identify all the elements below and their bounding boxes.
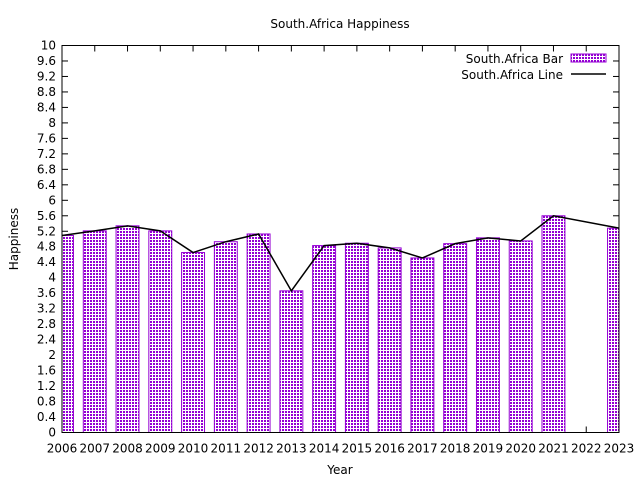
y-tick-label: 9.6	[37, 54, 56, 68]
y-tick-label: 8.8	[37, 85, 56, 99]
y-tick-label: 0	[48, 426, 56, 440]
bar-2011	[213, 241, 238, 433]
x-tick-label: 2010	[178, 442, 209, 456]
bar-2008	[115, 225, 140, 433]
bar-2019	[475, 237, 500, 433]
bar-2020	[508, 240, 533, 433]
y-tick-label: 6	[48, 193, 56, 207]
x-tick-label: 2012	[243, 442, 274, 456]
chart-title: South.Africa Happiness	[270, 17, 409, 31]
x-tick-label: 2017	[407, 442, 438, 456]
y-tick-label: 6.4	[37, 178, 56, 192]
plot-border	[61, 45, 620, 433]
x-tick-label: 2013	[276, 442, 307, 456]
x-tick-label: 2019	[473, 442, 504, 456]
bar-2021	[541, 215, 566, 433]
bar-2013	[279, 290, 304, 433]
y-tick-label: 2.8	[37, 317, 56, 331]
y-tick-label: 1.6	[37, 364, 56, 378]
series-line	[61, 214, 620, 293]
bar-2014	[312, 245, 337, 433]
y-tick-label: 0.8	[37, 395, 56, 409]
x-tick-label: 2009	[145, 442, 176, 456]
y-tick-label: 4.8	[37, 240, 56, 254]
y-tick-label: 10	[41, 39, 56, 53]
x-tick-label: 2018	[440, 442, 471, 456]
x-tick-label: 2006	[47, 442, 78, 456]
legend-label-bar: South.Africa Bar	[466, 52, 563, 66]
y-tick-label: 7.2	[37, 147, 56, 161]
bar-2010	[181, 252, 206, 433]
x-tick-label: 2020	[505, 442, 536, 456]
axis-ticks: 0 0.40.8 1.21.6 22.4 2.83.2 3.64 4.44.8 5.25.6 6…	[37, 39, 634, 456]
x-tick-label: 2016	[374, 442, 405, 456]
y-tick-label: 8.4	[37, 100, 56, 114]
bar-2017	[410, 257, 435, 434]
y-tick-label: 1.2	[37, 379, 56, 393]
y-tick-label: 8	[48, 116, 56, 130]
y-tick-label: 6.8	[37, 162, 56, 176]
bar-2012	[246, 233, 271, 433]
x-tick-label: 2023	[604, 442, 635, 456]
bar-2007	[82, 230, 107, 433]
y-tick-label: 9.2	[37, 69, 56, 83]
bar-2006	[61, 235, 74, 433]
y-tick-label: 5.6	[37, 209, 56, 223]
lines	[61, 214, 620, 293]
x-tick-label: 2014	[309, 442, 340, 456]
y-tick-label: 0.4	[37, 410, 56, 424]
y-axis-label: Happiness	[7, 208, 21, 270]
y-tick-label: 7.6	[37, 131, 56, 145]
y-tick-label: 3.2	[37, 302, 56, 316]
legend-label-line: South.Africa Line	[461, 68, 563, 82]
x-tick-label: 2007	[79, 442, 110, 456]
x-tick-label: 2011	[211, 442, 242, 456]
bars	[61, 215, 620, 434]
bar-2016	[377, 247, 402, 433]
bar-2015	[344, 242, 369, 433]
y-tick-label: 4.4	[37, 255, 56, 269]
legend: South.Africa Bar South.Africa Line	[461, 52, 607, 82]
x-tick-label: 2008	[112, 442, 143, 456]
bar-2023	[607, 227, 620, 433]
legend-swatch-bar	[570, 53, 607, 63]
x-tick-label: 2021	[538, 442, 569, 456]
bar-2009	[148, 230, 173, 433]
y-tick-label: 2	[48, 348, 56, 362]
y-tick-label: 3.6	[37, 286, 56, 300]
y-tick-label: 5.2	[37, 224, 56, 238]
x-axis-label: Year	[326, 463, 352, 477]
bar-2018	[443, 243, 468, 433]
y-tick-label: 2.4	[37, 333, 56, 347]
x-tick-label: 2015	[342, 442, 373, 456]
x-tick-label: 2022	[571, 442, 602, 456]
y-tick-label: 4	[48, 271, 56, 285]
